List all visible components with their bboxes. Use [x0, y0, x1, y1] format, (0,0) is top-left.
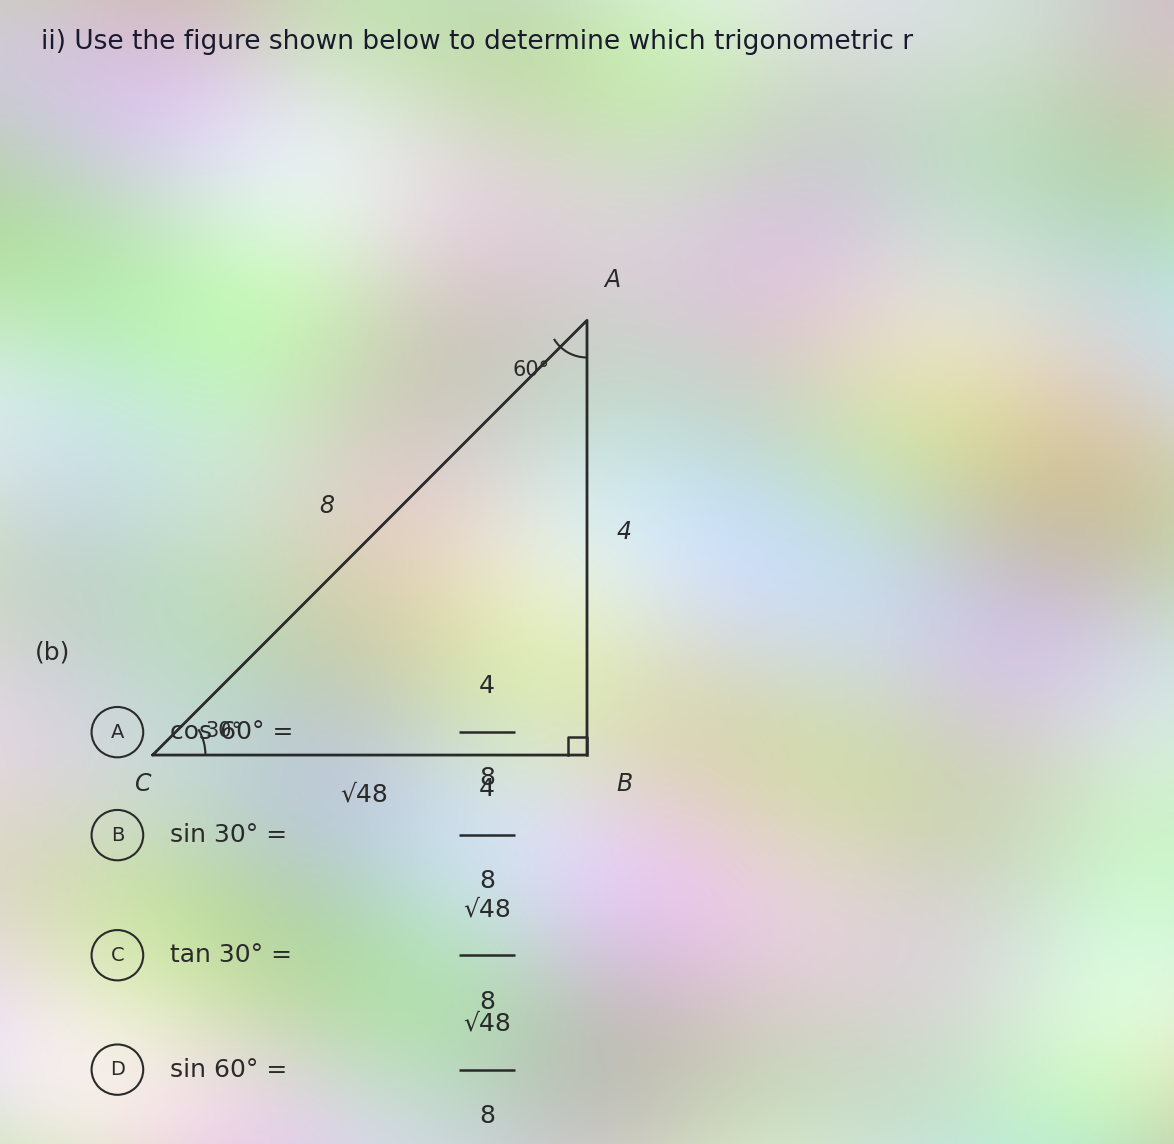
Text: tan 30° =: tan 30° = — [170, 944, 301, 967]
Text: D: D — [110, 1060, 124, 1079]
Text: 8: 8 — [319, 494, 335, 517]
Text: 8: 8 — [479, 1104, 495, 1128]
Text: √48: √48 — [464, 897, 511, 921]
Text: sin 30° =: sin 30° = — [170, 824, 296, 847]
Text: cos 60° =: cos 60° = — [170, 721, 302, 744]
Text: 60°: 60° — [512, 360, 549, 380]
Text: 4: 4 — [616, 521, 632, 543]
Text: √48: √48 — [340, 782, 387, 807]
Text: 8: 8 — [479, 990, 495, 1014]
Text: 8: 8 — [479, 869, 495, 893]
Text: A: A — [605, 268, 621, 292]
Text: B: B — [110, 826, 124, 844]
Text: 30°: 30° — [205, 722, 243, 741]
Text: B: B — [616, 772, 633, 796]
Text: √48: √48 — [464, 1011, 511, 1035]
Text: C: C — [110, 946, 124, 964]
Text: 4: 4 — [479, 777, 495, 801]
Text: (b): (b) — [35, 641, 70, 664]
Text: A: A — [110, 723, 124, 741]
Text: ii) Use the figure shown below to determine which trigonometric r: ii) Use the figure shown below to determ… — [41, 29, 913, 55]
Text: C: C — [135, 772, 151, 796]
Text: 4: 4 — [479, 674, 495, 698]
Text: sin 60° =: sin 60° = — [170, 1058, 296, 1081]
Text: 8: 8 — [479, 766, 495, 791]
